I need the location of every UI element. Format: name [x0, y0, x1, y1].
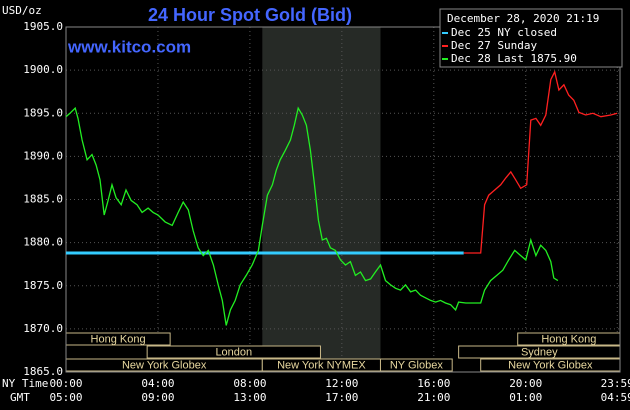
plot-frame	[65, 26, 621, 373]
series-line	[463, 70, 618, 254]
y-tick-label: 1890.0	[23, 149, 63, 162]
x2-tick-label: 17:00	[325, 391, 358, 404]
x2-tick-label: 04:59	[601, 391, 630, 404]
y-tick-label: 1870.0	[23, 322, 63, 335]
session-label: Hong Kong	[541, 333, 596, 345]
session-box	[379, 358, 453, 372]
session-label: Hong Kong	[91, 333, 146, 345]
x-tick-label: 04:00	[141, 377, 174, 390]
session-label: NY Globex	[390, 359, 443, 371]
y-tick-label: 1895.0	[23, 106, 63, 119]
x2-tick-label: 21:00	[417, 391, 450, 404]
y-tick-label: 1875.0	[23, 279, 63, 292]
y-tick-label: 1905.0	[23, 20, 63, 33]
y-tick-label: 1900.0	[23, 63, 63, 76]
session-label: New York Globex	[508, 359, 593, 371]
y-tick-label: 1865.0	[23, 365, 63, 378]
legend-label: Dec 25 NY closed	[451, 26, 557, 39]
session-label: Sydney	[521, 346, 558, 358]
plot-area	[65, 26, 621, 373]
x-tick-label: 20:00	[509, 377, 542, 390]
legend-box	[439, 8, 623, 68]
x2-tick-label: 01:00	[509, 391, 542, 404]
session-label: New York NYMEX	[277, 359, 366, 371]
chart-title: 24 Hour Spot Gold (Bid)	[148, 5, 352, 25]
y-tick-label: 1880.0	[23, 236, 63, 249]
x2-tick-label: 09:00	[141, 391, 174, 404]
x-tick-label: 12:00	[325, 377, 358, 390]
x-tick-label: 16:00	[417, 377, 450, 390]
legend-label: Dec 28 Last 1875.90	[451, 52, 577, 65]
session-box	[146, 345, 321, 359]
x-tick-label: 00:00	[49, 377, 82, 390]
session-label: New York Globex	[122, 359, 207, 371]
y-axis-label: USD/oz	[2, 4, 42, 17]
x-tick-label: 08:00	[233, 377, 266, 390]
website: www.kitco.com	[67, 37, 191, 56]
y-tick-label: 1885.0	[23, 193, 63, 206]
x-tick-label: 23:59	[601, 377, 630, 390]
session-label: London	[215, 346, 252, 358]
timestamp: December 28, 2020 21:19	[447, 12, 599, 25]
x2-tick-label: 05:00	[49, 391, 82, 404]
legend-label: Dec 27 Sunday	[451, 39, 537, 52]
x2-tick-label: 13:00	[233, 391, 266, 404]
series-line	[65, 106, 559, 326]
x-axis-label: NY Time	[2, 377, 48, 390]
x2-axis-label: GMT	[10, 391, 30, 404]
